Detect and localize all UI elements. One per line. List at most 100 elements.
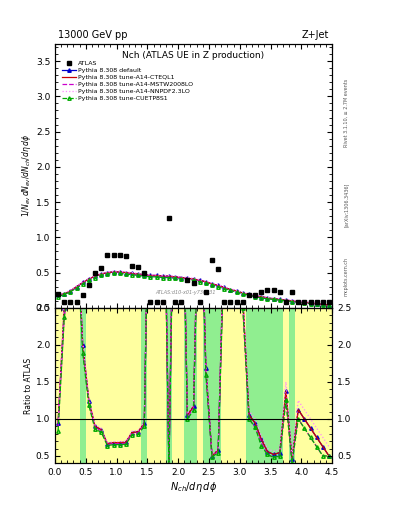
Pythia 8.308 tune-A14-CTEQL1	[154, 272, 159, 279]
Pythia 8.308 default	[148, 272, 153, 279]
Pythia 8.308 default	[160, 273, 165, 279]
Pythia 8.308 default	[74, 284, 79, 290]
Pythia 8.308 tune-A14-MSTW2008LO	[142, 272, 147, 279]
Pythia 8.308 tune-A14-NNPDF2.3LO	[234, 287, 239, 293]
Bar	[67, 308, 73, 463]
Pythia 8.308 tune-A14-CTEQL1	[123, 269, 128, 275]
ATLAS	[234, 299, 239, 305]
Pythia 8.308 tune-CUETP8S1	[271, 296, 276, 303]
Pythia 8.308 tune-CUETP8S1	[68, 289, 73, 295]
ATLAS	[173, 299, 177, 305]
ATLAS	[62, 299, 67, 305]
Line: Pythia 8.308 tune-CUETP8S1: Pythia 8.308 tune-CUETP8S1	[56, 271, 331, 307]
Pythia 8.308 tune-A14-CTEQL1	[308, 300, 313, 306]
ATLAS	[216, 266, 220, 272]
Pythia 8.308 tune-A14-CTEQL1	[117, 269, 122, 275]
Pythia 8.308 tune-A14-NNPDF2.3LO	[204, 278, 208, 284]
ATLAS	[68, 299, 73, 305]
Bar	[129, 308, 135, 463]
Pythia 8.308 tune-CUETP8S1	[234, 289, 239, 295]
Pythia 8.308 tune-A14-NNPDF2.3LO	[191, 275, 196, 281]
Pythia 8.308 default	[265, 295, 270, 301]
Pythia 8.308 tune-A14-NNPDF2.3LO	[308, 299, 313, 305]
Pythia 8.308 tune-A14-CTEQL1	[327, 302, 331, 308]
Pythia 8.308 tune-A14-CTEQL1	[253, 293, 257, 299]
Pythia 8.308 tune-A14-NNPDF2.3LO	[327, 301, 331, 307]
Line: Pythia 8.308 tune-A14-MSTW2008LO: Pythia 8.308 tune-A14-MSTW2008LO	[58, 272, 329, 305]
ATLAS	[222, 299, 227, 305]
ATLAS	[253, 292, 257, 298]
Pythia 8.308 tune-A14-CTEQL1	[277, 296, 282, 303]
ATLAS	[271, 287, 276, 293]
Pythia 8.308 default	[154, 272, 159, 279]
Pythia 8.308 tune-A14-MSTW2008LO	[271, 296, 276, 303]
Pythia 8.308 tune-A14-NNPDF2.3LO	[296, 298, 301, 304]
Pythia 8.308 tune-A14-NNPDF2.3LO	[105, 269, 110, 275]
Pythia 8.308 default	[327, 302, 331, 308]
Pythia 8.308 tune-A14-CTEQL1	[204, 279, 208, 285]
Pythia 8.308 tune-A14-MSTW2008LO	[191, 276, 196, 283]
Pythia 8.308 tune-CUETP8S1	[247, 292, 252, 298]
Pythia 8.308 tune-A14-CTEQL1	[99, 271, 104, 277]
Pythia 8.308 default	[197, 278, 202, 284]
Pythia 8.308 tune-A14-CTEQL1	[247, 291, 252, 297]
ATLAS	[302, 299, 307, 305]
Pythia 8.308 default	[253, 293, 257, 299]
Pythia 8.308 default	[142, 272, 147, 278]
Pythia 8.308 tune-A14-CTEQL1	[241, 290, 245, 296]
Pythia 8.308 default	[259, 293, 264, 300]
Pythia 8.308 tune-A14-CTEQL1	[160, 273, 165, 279]
Pythia 8.308 tune-A14-CTEQL1	[290, 298, 294, 304]
Pythia 8.308 tune-A14-CTEQL1	[130, 270, 134, 276]
Pythia 8.308 default	[320, 301, 325, 307]
Pythia 8.308 tune-A14-MSTW2008LO	[228, 287, 233, 293]
Pythia 8.308 tune-CUETP8S1	[123, 271, 128, 277]
Pythia 8.308 tune-A14-NNPDF2.3LO	[81, 279, 85, 285]
Pythia 8.308 tune-A14-CTEQL1	[148, 272, 153, 279]
Pythia 8.308 default	[123, 269, 128, 275]
Text: Z+Jet: Z+Jet	[302, 30, 329, 39]
Pythia 8.308 tune-CUETP8S1	[179, 276, 184, 282]
ATLAS	[197, 299, 202, 305]
Bar	[228, 308, 233, 463]
Pythia 8.308 tune-A14-MSTW2008LO	[167, 274, 171, 280]
Bar	[154, 308, 160, 463]
Pythia 8.308 tune-A14-CTEQL1	[111, 269, 116, 275]
Pythia 8.308 default	[277, 296, 282, 303]
Bar	[92, 308, 98, 463]
Pythia 8.308 default	[136, 271, 141, 277]
ATLAS	[74, 299, 79, 305]
Pythia 8.308 tune-CUETP8S1	[327, 302, 331, 308]
Legend: ATLAS, Pythia 8.308 default, Pythia 8.308 tune-A14-CTEQL1, Pythia 8.308 tune-A14: ATLAS, Pythia 8.308 default, Pythia 8.30…	[61, 60, 195, 102]
Pythia 8.308 tune-A14-NNPDF2.3LO	[99, 270, 104, 276]
Pythia 8.308 tune-A14-CTEQL1	[234, 288, 239, 294]
ATLAS	[327, 299, 331, 305]
Pythia 8.308 tune-A14-NNPDF2.3LO	[148, 272, 153, 278]
Pythia 8.308 default	[191, 276, 196, 282]
ATLAS	[130, 263, 134, 269]
Pythia 8.308 default	[308, 300, 313, 306]
Pythia 8.308 tune-A14-CTEQL1	[56, 292, 61, 298]
Pythia 8.308 tune-CUETP8S1	[136, 272, 141, 279]
Pythia 8.308 tune-CUETP8S1	[93, 274, 97, 281]
Pythia 8.308 tune-CUETP8S1	[228, 287, 233, 293]
Pythia 8.308 tune-A14-NNPDF2.3LO	[68, 287, 73, 293]
Pythia 8.308 tune-A14-CTEQL1	[222, 284, 227, 290]
Pythia 8.308 tune-CUETP8S1	[56, 293, 61, 300]
Pythia 8.308 tune-CUETP8S1	[74, 285, 79, 291]
Bar	[55, 308, 61, 463]
ATLAS	[111, 252, 116, 258]
Pythia 8.308 tune-A14-CTEQL1	[86, 276, 91, 282]
Bar	[61, 308, 67, 463]
ATLAS	[142, 269, 147, 275]
Pythia 8.308 tune-A14-MSTW2008LO	[160, 274, 165, 280]
Pythia 8.308 tune-A14-CTEQL1	[68, 288, 73, 294]
Pythia 8.308 tune-A14-MSTW2008LO	[204, 280, 208, 286]
Pythia 8.308 tune-A14-MSTW2008LO	[296, 299, 301, 305]
Bar	[233, 308, 240, 463]
Pythia 8.308 default	[228, 286, 233, 292]
Text: mcplots.cern.ch: mcplots.cern.ch	[344, 257, 349, 296]
Pythia 8.308 default	[290, 298, 294, 304]
Pythia 8.308 tune-A14-CTEQL1	[271, 295, 276, 302]
Pythia 8.308 tune-A14-CTEQL1	[283, 297, 288, 303]
